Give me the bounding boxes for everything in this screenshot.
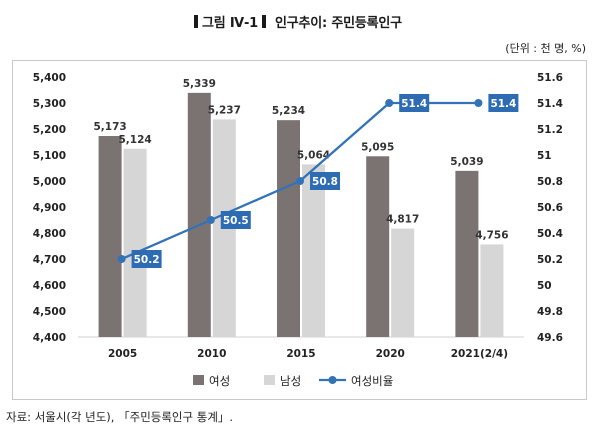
legend-swatch-male <box>264 375 275 385</box>
y-right-tick-label: 51.6 <box>537 72 563 84</box>
bar-value-label: 4,817 <box>386 214 419 226</box>
ratio-label-box <box>399 94 430 112</box>
y-right-tick-label: 50 <box>537 280 552 292</box>
y-right-tick-label: 49.6 <box>537 332 563 344</box>
ratio-value-label: 50.5 <box>223 215 249 227</box>
source-note: 자료: 서울시(각 년도), 「주민등록인구 통계」. <box>6 410 234 424</box>
ratio-value-label: 50.8 <box>312 176 338 188</box>
bar-value-label: 4,756 <box>475 229 508 241</box>
bar-female <box>187 92 211 337</box>
y-right-tick-label: 50.8 <box>537 176 563 188</box>
bar-value-label: 5,124 <box>118 134 151 146</box>
ratio-point <box>206 216 215 224</box>
bar-female <box>366 156 390 337</box>
y-left-tick-label: 5,200 <box>33 124 66 136</box>
x-category-label: 2020 <box>376 348 405 360</box>
ratio-value-label: 50.2 <box>134 254 160 266</box>
figure-label: 그림 Ⅳ-1 <box>202 16 259 31</box>
y-right-tick-label: 50.6 <box>537 202 563 214</box>
y-left-tick-label: 4,500 <box>33 306 66 318</box>
title-marker-left <box>194 15 199 28</box>
legend-label-male: 남성 <box>280 374 301 388</box>
ratio-point <box>117 255 126 263</box>
ratio-label-box <box>131 250 162 268</box>
bar-value-label: 5,039 <box>450 156 483 168</box>
ratio-value-label: 51.4 <box>490 98 516 110</box>
y-left-tick-label: 5,000 <box>33 176 66 188</box>
y-right-tick-label: 49.8 <box>537 306 563 318</box>
legend-label-ratio: 여성비율 <box>351 374 393 388</box>
bar-value-label: 5,234 <box>272 105 305 117</box>
legend-swatch-female <box>193 375 204 385</box>
bar-value-label: 5,173 <box>93 121 126 133</box>
ratio-point <box>296 177 304 185</box>
chart-frame <box>12 60 587 400</box>
y-right-tick-label: 50.4 <box>537 228 563 240</box>
bar-male <box>302 164 325 337</box>
bar-male <box>123 148 147 337</box>
legend-swatch-ratio-point <box>328 376 337 384</box>
y-right-tick-label: 51.2 <box>537 124 563 136</box>
bar-female <box>98 136 122 337</box>
y-left-tick-label: 5,300 <box>33 98 66 110</box>
y-right-tick-label: 51.4 <box>537 98 563 110</box>
ratio-label-box <box>488 94 519 112</box>
y-left-tick-label: 4,600 <box>33 280 66 292</box>
chart-title: 인구추이: 주민등록인구 <box>275 16 402 31</box>
figure-title-row: 그림 Ⅳ-1 인구추이: 주민등록인구 <box>0 12 596 31</box>
bar-male <box>480 244 504 337</box>
y-right-tick-label: 50.2 <box>537 254 563 266</box>
title-marker-right <box>262 15 267 28</box>
bar-value-label: 5,339 <box>183 78 216 90</box>
ratio-value-label: 51.4 <box>401 98 427 110</box>
ratio-label-box <box>220 211 251 229</box>
legend-label-female: 여성 <box>209 374 230 388</box>
bar-male <box>391 228 415 337</box>
x-category-label: 2005 <box>108 348 137 360</box>
y-left-tick-label: 5,100 <box>33 150 66 162</box>
y-left-tick-label: 4,700 <box>33 254 66 266</box>
x-category-label: 2015 <box>286 348 315 360</box>
x-category-label: 2010 <box>197 348 226 360</box>
ratio-label-box <box>310 172 340 190</box>
x-category-label: 2021(2/4) <box>451 348 508 360</box>
bar-value-label: 5,064 <box>297 149 330 161</box>
y-left-tick-label: 4,800 <box>33 228 66 240</box>
ratio-point <box>385 99 394 107</box>
bar-female <box>455 170 479 337</box>
y-left-tick-label: 4,400 <box>33 332 66 344</box>
ratio-point <box>474 99 483 107</box>
y-right-tick-label: 51 <box>537 150 552 162</box>
unit-note: (단위 : 천 명, %) <box>505 42 586 55</box>
bar-value-label: 5,237 <box>208 104 241 116</box>
population-chart: 4,400 4,500 4,600 4,700 4,800 4,900 5,000 5,100… <box>33 72 563 388</box>
y-left-tick-label: 4,900 <box>33 202 66 214</box>
bar-value-label: 5,095 <box>361 141 394 153</box>
bar-female <box>277 120 300 337</box>
y-left-tick-label: 5,400 <box>33 72 66 84</box>
